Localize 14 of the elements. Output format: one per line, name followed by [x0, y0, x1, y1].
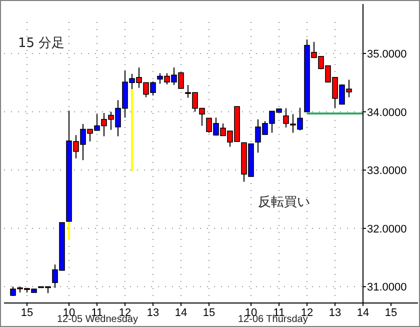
y-tick-label: 35.0000 [367, 48, 407, 60]
annotation: 15 分足 [18, 36, 65, 51]
x-tick-label: 14 [356, 307, 370, 319]
y-tick-label: 34.0000 [367, 106, 407, 119]
x-tick-label: 15 [202, 307, 216, 319]
x-tick-label: 14 [174, 307, 188, 319]
x-tick-label: 15 [20, 307, 34, 319]
y-tick-label: 31.0000 [367, 282, 407, 294]
x-tick-label: 15 [384, 307, 398, 319]
x-tick-label: 13 [328, 307, 342, 319]
y-tick-label: 32.0000 [367, 223, 407, 236]
x-tick-label: 13 [146, 307, 160, 319]
y-tick-label: 33.0000 [367, 165, 407, 178]
annotation: 反転買い [258, 195, 310, 210]
